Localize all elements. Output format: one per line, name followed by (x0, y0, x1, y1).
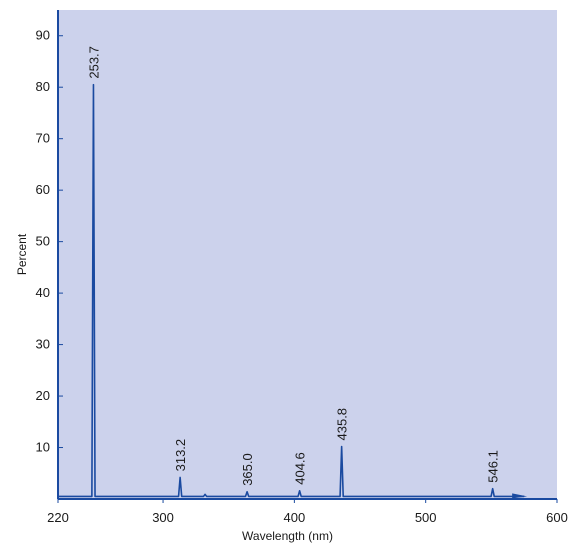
x-tick-label: 400 (284, 510, 306, 525)
y-tick-label: 20 (36, 388, 50, 403)
peak-label: 313.2 (173, 439, 188, 472)
x-axis: 220 300 400 500 600 (47, 498, 568, 525)
x-tick-label: 300 (152, 510, 174, 525)
y-tick-label: 80 (36, 79, 50, 94)
x-tick-label: 600 (546, 510, 568, 525)
y-tick-label: 70 (36, 131, 50, 146)
x-axis-title: Wavelength (nm) (242, 529, 333, 543)
y-tick-label: 10 (36, 440, 50, 455)
y-axis-title: Percent (15, 233, 29, 275)
x-tick-label: 500 (415, 510, 437, 525)
plot-area (58, 10, 557, 499)
y-axis: 10 20 30 40 50 60 70 80 90 (36, 10, 63, 499)
spectrum-series-line (58, 83, 525, 498)
y-tick-label: 30 (36, 337, 50, 352)
x-tick-label: 220 (47, 510, 69, 525)
y-tick-label: 60 (36, 182, 50, 197)
y-tick-label: 50 (36, 234, 50, 249)
peak-label: 253.7 (86, 46, 101, 79)
peak-label: 546.1 (486, 450, 501, 483)
series-end-arrow (512, 493, 528, 499)
peak-label: 404.6 (293, 452, 308, 485)
y-tick-label: 40 (36, 285, 50, 300)
peak-labels: 253.7 313.2 365.0 404.6 435.8 546.1 (86, 46, 500, 486)
peak-label: 365.0 (240, 453, 255, 486)
peak-label: 435.8 (335, 408, 350, 441)
y-tick-label: 90 (36, 28, 50, 43)
